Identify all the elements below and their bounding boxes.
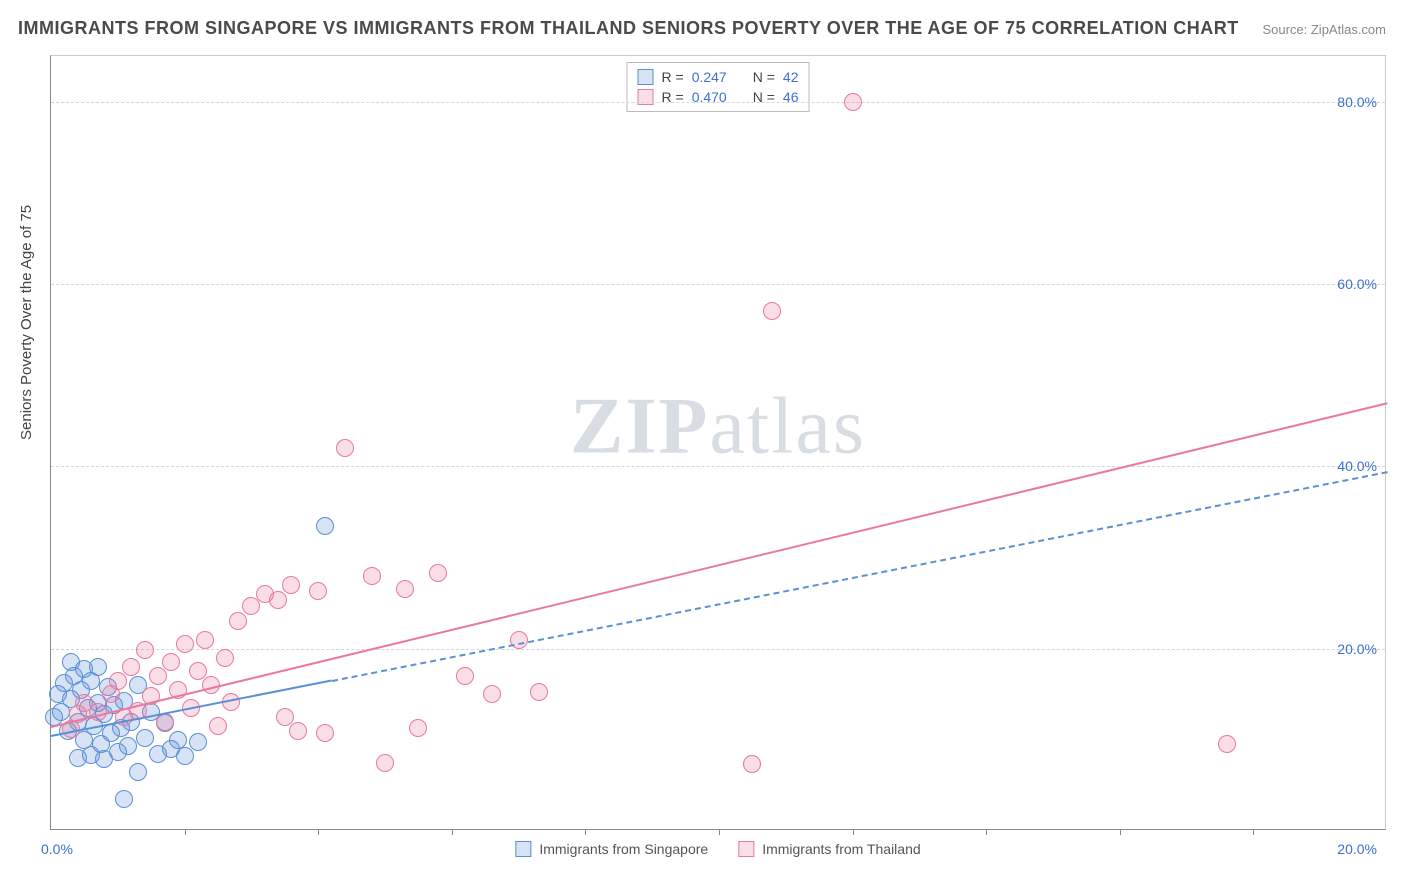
watermark: ZIPatlas (570, 382, 866, 473)
scatter-point-singapore (136, 729, 154, 747)
x-tick (318, 829, 319, 835)
x-tick-label-min: 0.0% (41, 841, 73, 857)
x-tick (452, 829, 453, 835)
y-tick-label: 80.0% (1337, 94, 1377, 110)
x-tick-label-max: 20.0% (1337, 841, 1377, 857)
scatter-point-thailand (844, 93, 862, 111)
x-tick (1253, 829, 1254, 835)
legend-label-thailand: Immigrants from Thailand (762, 841, 920, 857)
n-value-singapore: 42 (783, 69, 799, 85)
scatter-point-thailand (743, 755, 761, 773)
scatter-point-thailand (109, 672, 127, 690)
scatter-point-thailand (336, 439, 354, 457)
plot-area: ZIPatlas R = 0.247 N = 42 R = 0.470 N = … (50, 55, 1386, 830)
trend-line (51, 402, 1387, 728)
scatter-point-singapore (89, 658, 107, 676)
stats-row-thailand: R = 0.470 N = 46 (638, 87, 799, 107)
scatter-point-thailand (122, 658, 140, 676)
series-legend: Immigrants from Singapore Immigrants fro… (515, 841, 920, 857)
scatter-point-thailand (229, 612, 247, 630)
scatter-point-thailand (483, 685, 501, 703)
r-prefix: R = (662, 69, 684, 85)
scatter-point-thailand (196, 631, 214, 649)
scatter-point-thailand (136, 641, 154, 659)
scatter-point-thailand (363, 567, 381, 585)
stats-row-singapore: R = 0.247 N = 42 (638, 67, 799, 87)
x-tick (585, 829, 586, 835)
scatter-point-singapore (129, 763, 147, 781)
chart-container: IMMIGRANTS FROM SINGAPORE VS IMMIGRANTS … (0, 0, 1406, 892)
legend-item-thailand: Immigrants from Thailand (738, 841, 920, 857)
legend-swatch-singapore (515, 841, 531, 857)
scatter-point-thailand (289, 722, 307, 740)
scatter-point-thailand (429, 564, 447, 582)
n-value-thailand: 46 (783, 89, 799, 105)
scatter-point-thailand (763, 302, 781, 320)
watermark-bold: ZIP (570, 383, 709, 471)
y-tick-label: 40.0% (1337, 458, 1377, 474)
n-prefix: N = (753, 89, 775, 105)
x-tick (185, 829, 186, 835)
scatter-point-thailand (282, 576, 300, 594)
scatter-point-singapore (316, 517, 334, 535)
gridline-h (51, 102, 1385, 103)
scatter-point-singapore (115, 790, 133, 808)
source-label: Source: (1262, 22, 1310, 37)
n-prefix: N = (753, 69, 775, 85)
scatter-point-singapore (119, 737, 137, 755)
gridline-h (51, 466, 1385, 467)
scatter-point-singapore (176, 747, 194, 765)
legend-swatch-thailand (738, 841, 754, 857)
stats-legend: R = 0.247 N = 42 R = 0.470 N = 46 (627, 62, 810, 112)
trend-line (331, 471, 1387, 682)
scatter-point-thailand (456, 667, 474, 685)
scatter-point-thailand (396, 580, 414, 598)
scatter-point-thailand (269, 591, 287, 609)
scatter-point-singapore (169, 731, 187, 749)
x-tick (1120, 829, 1121, 835)
scatter-point-thailand (162, 653, 180, 671)
y-tick-label: 20.0% (1337, 641, 1377, 657)
scatter-point-thailand (209, 717, 227, 735)
scatter-point-thailand (1218, 735, 1236, 753)
swatch-singapore (638, 69, 654, 85)
chart-title: IMMIGRANTS FROM SINGAPORE VS IMMIGRANTS … (18, 18, 1239, 39)
scatter-point-singapore (189, 733, 207, 751)
legend-item-singapore: Immigrants from Singapore (515, 841, 708, 857)
gridline-h (51, 284, 1385, 285)
y-axis-title: Seniors Poverty Over the Age of 75 (18, 205, 35, 440)
gridline-h (51, 649, 1385, 650)
scatter-point-thailand (376, 754, 394, 772)
x-tick (853, 829, 854, 835)
scatter-point-thailand (149, 667, 167, 685)
scatter-point-thailand (309, 582, 327, 600)
r-prefix: R = (662, 89, 684, 105)
r-value-thailand: 0.470 (692, 89, 727, 105)
legend-label-singapore: Immigrants from Singapore (539, 841, 708, 857)
swatch-thailand (638, 89, 654, 105)
source-name: ZipAtlas.com (1311, 22, 1386, 37)
scatter-point-singapore (95, 750, 113, 768)
x-tick (986, 829, 987, 835)
y-tick-label: 60.0% (1337, 276, 1377, 292)
scatter-point-thailand (216, 649, 234, 667)
x-tick (719, 829, 720, 835)
scatter-point-thailand (176, 635, 194, 653)
scatter-point-thailand (316, 724, 334, 742)
r-value-singapore: 0.247 (692, 69, 727, 85)
scatter-point-thailand (530, 683, 548, 701)
source-credit: Source: ZipAtlas.com (1262, 22, 1386, 37)
scatter-point-thailand (409, 719, 427, 737)
watermark-rest: atlas (709, 383, 866, 471)
